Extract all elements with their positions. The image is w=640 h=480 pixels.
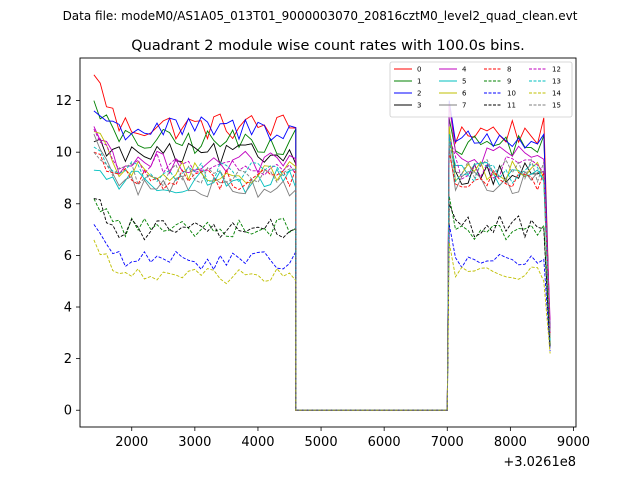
axes-frame [79,57,577,428]
legend-label-3: 3 [417,102,421,110]
legend-label-10: 10 [507,90,516,98]
series-line-8 [93,151,551,411]
x-tick-label: 7000 [431,435,464,450]
x-axis: 2000 3000 4000 5000 6000 7000 8000 9000 [115,427,590,450]
legend-label-12: 12 [552,66,561,74]
series-line-7 [93,133,551,411]
x-tick-label: 8000 [494,435,527,450]
series-line-2 [93,100,551,411]
legend-label-13: 13 [552,78,561,86]
series-line-13 [93,134,551,411]
legend-label-2: 2 [417,90,421,98]
y-tick-label: 10 [55,146,72,161]
chart-title: Quadrant 2 module wise count rates with … [131,38,525,54]
x-tick-label: 2000 [115,435,148,450]
x-tick-label: 4000 [241,435,274,450]
series-line-14 [93,239,551,411]
legend-label-5: 5 [462,78,466,86]
x-tick-label: 5000 [305,435,338,450]
series-line-12 [93,128,551,411]
y-tick-label: 12 [55,94,72,109]
legend-label-14: 14 [552,90,561,98]
x-tick-label: 9000 [557,435,590,450]
series-line-10 [93,224,551,411]
series-line-5 [93,139,551,411]
y-axis: 0 2 4 6 8 10 12 [55,94,80,419]
legend-label-8: 8 [507,66,511,74]
x-tick-label: 3000 [178,435,211,450]
series-line-9 [93,196,551,411]
y-tick-label: 8 [64,197,72,212]
legend-label-11: 11 [507,102,516,110]
legend-label-0: 0 [417,66,421,74]
series-line-15 [93,141,551,411]
plot-area [93,74,551,411]
x-tick-label: 6000 [368,435,401,450]
legend-label-15: 15 [552,102,561,110]
series-line-0 [93,74,551,411]
x-offset-label: +3.0261e8 [503,455,576,470]
legend-box [389,61,573,118]
legend-label-9: 9 [507,78,511,86]
y-tick-label: 4 [64,301,72,316]
y-tick-label: 6 [64,249,72,264]
series-line-4 [93,103,551,411]
suptitle: Data file: modeM0/AS1A05_013T01_90000030… [63,9,578,23]
legend-label-6: 6 [462,90,467,98]
legend-label-1: 1 [417,78,421,86]
y-tick-label: 0 [64,404,72,419]
series-line-1 [93,100,551,411]
y-tick-label: 2 [64,352,72,367]
legend-label-7: 7 [462,102,466,110]
legend-label-4: 4 [462,66,467,74]
series-line-11 [93,198,551,411]
